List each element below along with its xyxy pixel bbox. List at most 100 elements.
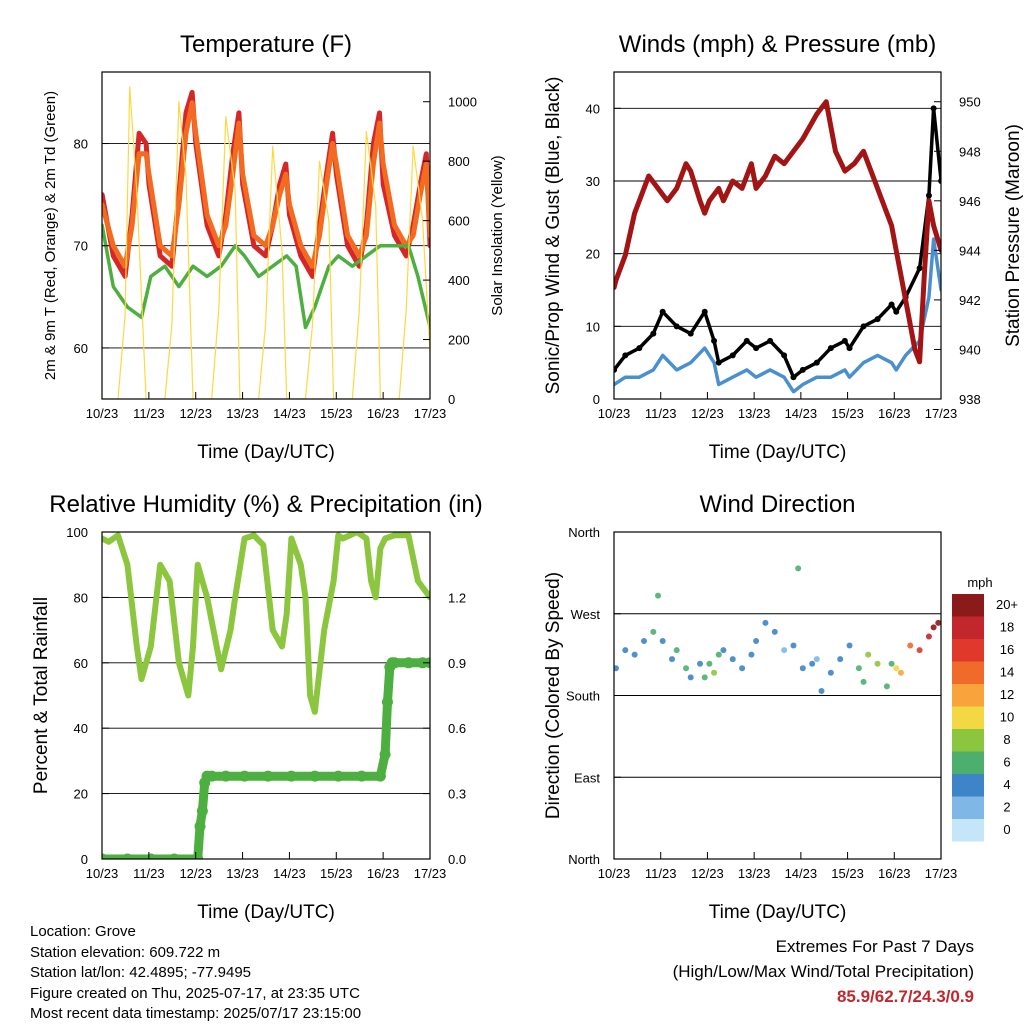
data-point bbox=[827, 345, 834, 352]
direction-point bbox=[687, 674, 694, 681]
direction-point bbox=[897, 669, 904, 676]
direction-point bbox=[729, 656, 736, 663]
x-tick-label: 15/23 bbox=[831, 866, 864, 881]
direction-point bbox=[622, 647, 629, 654]
data-point bbox=[239, 770, 251, 782]
y2-tick-label: 0.6 bbox=[448, 721, 466, 736]
y-tick-label: West bbox=[571, 607, 601, 622]
legend-title: mph bbox=[967, 575, 992, 590]
direction-point bbox=[799, 665, 806, 672]
station-elevation: Station elevation: 609.722 m bbox=[30, 943, 221, 961]
legend-swatch bbox=[952, 819, 984, 842]
direction-point bbox=[795, 565, 802, 572]
data-point bbox=[659, 308, 666, 315]
series-group bbox=[102, 86, 430, 399]
legend-swatch bbox=[952, 774, 984, 797]
x-tick-label: 13/23 bbox=[226, 866, 259, 881]
legend-swatch bbox=[952, 639, 984, 662]
data-point bbox=[102, 853, 108, 859]
y2-tick-label: 800 bbox=[448, 154, 470, 169]
y-axis-label: Percent & Total Rainfall bbox=[31, 597, 52, 794]
x-tick-label: 10/23 bbox=[86, 866, 119, 881]
x-tick-label: 17/23 bbox=[925, 866, 958, 881]
data-point bbox=[753, 345, 760, 352]
plot-frame bbox=[101, 71, 431, 400]
data-point bbox=[379, 748, 391, 760]
x-tick-label: 16/23 bbox=[878, 406, 911, 421]
y2-tick-label: 950 bbox=[959, 95, 981, 110]
direction-point bbox=[683, 665, 690, 672]
recent-timestamp: Most recent data timestamp: 2025/07/17 2… bbox=[30, 1005, 362, 1022]
station-location: Location: Grove bbox=[30, 923, 136, 940]
chart-panel-1 bbox=[101, 71, 431, 400]
x-tick-label: 10/23 bbox=[598, 406, 631, 421]
data-point bbox=[729, 352, 736, 359]
direction-point bbox=[771, 628, 778, 635]
data-point bbox=[196, 805, 208, 817]
data-point bbox=[711, 337, 718, 344]
x-tick-label: 17/23 bbox=[414, 866, 447, 881]
x-tick-label: 13/23 bbox=[738, 406, 771, 421]
data-point bbox=[332, 770, 344, 782]
legend-swatch bbox=[952, 706, 984, 729]
x-tick-label: 15/23 bbox=[831, 406, 864, 421]
x-tick-label: 14/23 bbox=[273, 866, 306, 881]
direction-point bbox=[753, 638, 760, 644]
legend-label: 20+ bbox=[996, 597, 1018, 612]
figure-created: Figure created on Thu, 2025-07-17, at 23… bbox=[30, 984, 360, 1002]
series-2m-td bbox=[102, 223, 430, 330]
series-station-pressure bbox=[614, 99, 941, 365]
direction-point bbox=[614, 665, 619, 672]
data-point bbox=[888, 301, 895, 308]
data-point bbox=[846, 345, 853, 352]
y2-tick-label: 0 bbox=[448, 392, 455, 407]
legend-label: 0 bbox=[1003, 822, 1010, 837]
y2-tick-label: 200 bbox=[448, 333, 470, 348]
direction-point bbox=[916, 647, 923, 654]
direction-point bbox=[720, 647, 727, 654]
legend-swatch bbox=[952, 661, 984, 684]
y-tick-label: South bbox=[566, 689, 600, 704]
series-solar-insolation bbox=[102, 86, 430, 399]
data-point bbox=[356, 770, 368, 782]
x-tick-label: 10/23 bbox=[598, 866, 631, 881]
x-tick-label: 14/23 bbox=[785, 866, 818, 881]
series-group bbox=[614, 565, 941, 694]
station-info: Location: Grove Station elevation: 609.7… bbox=[30, 922, 361, 1025]
direction-point bbox=[874, 660, 881, 667]
y2-tick-label: 940 bbox=[959, 342, 981, 357]
y-tick-label: 80 bbox=[74, 590, 88, 605]
legend-swatch bbox=[952, 616, 984, 639]
series-group bbox=[102, 532, 430, 859]
y-tick-label: 20 bbox=[586, 247, 600, 262]
direction-point bbox=[659, 638, 666, 644]
x-axis-label: Time (Day/UTC) bbox=[197, 902, 335, 923]
legend-label: 2 bbox=[1003, 800, 1010, 815]
y-tick-label: North bbox=[568, 852, 600, 867]
direction-point bbox=[711, 669, 718, 676]
series-gust bbox=[614, 106, 941, 379]
x-axis-label: Time (Day/UTC) bbox=[709, 902, 847, 923]
plot-frame bbox=[101, 531, 431, 860]
data-point bbox=[622, 352, 629, 359]
y-tick-label: 100 bbox=[66, 525, 88, 540]
x-tick-label: 16/23 bbox=[367, 866, 400, 881]
legend-label: 10 bbox=[1000, 710, 1014, 725]
x-tick-label: 13/23 bbox=[226, 406, 259, 421]
x-tick-label: 15/23 bbox=[320, 406, 353, 421]
direction-point bbox=[893, 665, 900, 672]
chart-title: Wind Direction bbox=[699, 491, 855, 518]
x-axis-label: Time (Day/UTC) bbox=[197, 442, 335, 463]
chart-title: Winds (mph) & Pressure (mb) bbox=[619, 31, 936, 58]
data-point bbox=[121, 853, 133, 859]
y2-tick-label: 948 bbox=[959, 144, 981, 159]
y2-tick-label: 0.0 bbox=[448, 852, 466, 867]
series-total-rainfall bbox=[102, 658, 430, 859]
data-point bbox=[799, 366, 806, 373]
y2-tick-label: 400 bbox=[448, 273, 470, 288]
x-tick-label: 12/23 bbox=[179, 406, 212, 421]
data-point bbox=[614, 366, 618, 373]
y-tick-label: 20 bbox=[74, 787, 88, 802]
legend-label: 6 bbox=[1003, 755, 1010, 770]
